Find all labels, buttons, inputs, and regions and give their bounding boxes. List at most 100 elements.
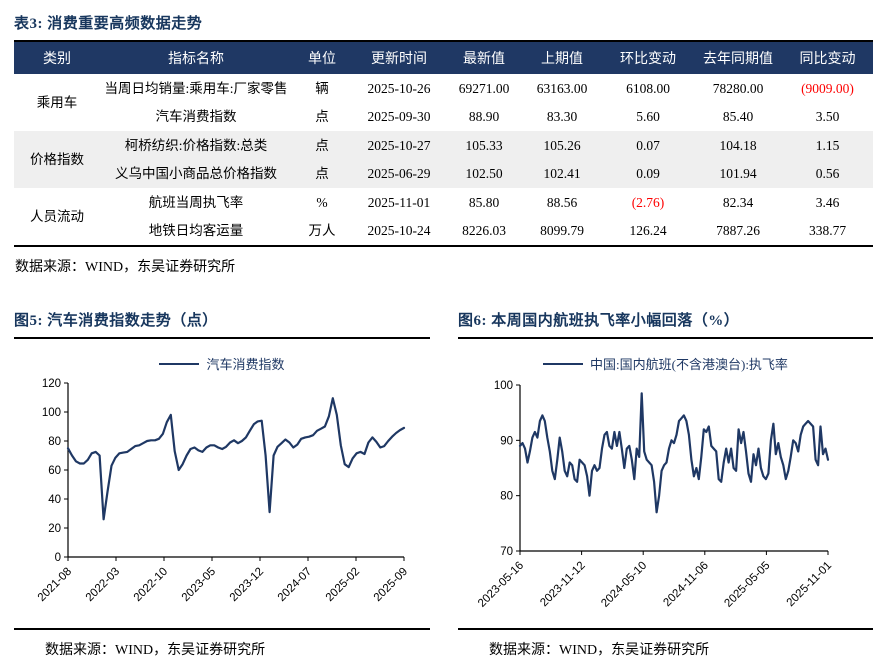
last-year-value-cell: 101.94: [694, 159, 782, 189]
column-header-last-year: 去年同期值: [694, 40, 782, 74]
svg-text:120: 120: [42, 378, 61, 390]
unit-cell: 点: [292, 131, 352, 160]
unit-cell: 万人: [308, 223, 336, 239]
svg-text:2024-11-06: 2024-11-06: [661, 560, 710, 609]
legend-line-swatch: [543, 362, 584, 365]
svg-text:20: 20: [48, 523, 61, 535]
legend-label: 汽车消费指数: [206, 357, 285, 373]
figure-6-bottom-rule: [458, 628, 873, 631]
svg-text:0: 0: [55, 552, 61, 564]
column-header-previous: 上期值: [522, 40, 602, 74]
mom-change-cell: (2.76): [631, 194, 665, 210]
svg-text:100: 100: [42, 407, 61, 419]
column-header-indicator: 指标名称: [100, 40, 292, 74]
column-header-latest: 最新值: [446, 40, 522, 74]
table-row: 义乌中国小商品总价格指数 点 2025-06-29 102.50 102.41 …: [14, 159, 873, 189]
indicator-cell: 航班当周执飞率: [148, 194, 244, 210]
svg-text:2023-05: 2023-05: [180, 566, 218, 604]
yoy-change-cell: (9009.00): [801, 80, 854, 96]
latest-value-cell: 105.33: [446, 131, 522, 160]
figure-5-legend: 汽车消费指数: [14, 354, 430, 373]
unit-cell: %: [316, 194, 328, 210]
svg-text:2024-07: 2024-07: [276, 566, 314, 604]
svg-text:70: 70: [500, 546, 513, 558]
high-frequency-data-table: 类别 指标名称 单位 更新时间 最新值 上期值 环比变动 去年同期值 同比变动 …: [14, 40, 873, 247]
mom-change-cell: 5.60: [636, 109, 660, 125]
latest-value-cell: 102.50: [446, 159, 522, 189]
figure-5-source-note: 数据来源：WIND，东吴证券研究所: [45, 643, 266, 659]
figure-6-title: 图6: 本周国内航班执飞率小幅回落（%）: [458, 309, 873, 340]
legend-line-swatch: [159, 362, 200, 365]
mom-change-cell: 0.07: [602, 131, 694, 160]
column-header-mom-change: 环比变动: [602, 40, 694, 74]
unit-cell: 辆: [315, 80, 329, 96]
table-header-row: 类别 指标名称 单位 更新时间 最新值 上期值 环比变动 去年同期值 同比变动: [14, 40, 873, 74]
figure-5-bottom-rule: [14, 628, 430, 631]
svg-text:90: 90: [500, 436, 513, 448]
date-cell: 2025-10-27: [352, 131, 446, 160]
figure-6-legend: 中国:国内航班(不含港澳台):执飞率: [458, 354, 873, 373]
table-row: 地铁日均客运量 万人 2025-10-24 8226.03 8099.79 12…: [14, 217, 873, 247]
svg-text:2025-11-01: 2025-11-01: [785, 560, 834, 609]
figure-5-title: 图5: 汽车消费指数走势（点）: [14, 309, 430, 340]
column-header-update-date: 更新时间: [352, 40, 446, 74]
previous-value-cell: 63163.00: [536, 80, 588, 96]
previous-value-cell: 83.30: [546, 109, 578, 125]
figures-row: 图5: 汽车消费指数走势（点） 汽车消费指数 0 20 40 60 80 100 120 20…: [14, 309, 873, 659]
svg-text:2025-05-05: 2025-05-05: [722, 560, 772, 610]
table-row: 乘用车 当周日均销量:乘用车:厂家零售 辆 2025-10-26 69271.0…: [14, 74, 873, 110]
yoy-change-cell: 1.15: [782, 131, 873, 160]
last-year-value-cell: 85.40: [722, 109, 754, 125]
table-row: 人员流动 航班当周执飞率 % 2025-11-01 85.80 88.56 (2…: [14, 188, 873, 224]
table-source-note: 数据来源：WIND，东吴证券研究所: [15, 260, 236, 276]
previous-value-cell: 105.26: [522, 131, 602, 160]
table-title: 表3: 消费重要高频数据走势: [14, 16, 203, 32]
last-year-value-cell: 7887.26: [716, 223, 760, 239]
category-cell: 人员流动: [30, 209, 84, 225]
mom-change-cell: 126.24: [629, 223, 667, 239]
svg-text:2024-05-10: 2024-05-10: [599, 560, 649, 610]
category-cell: 乘用车: [36, 94, 78, 110]
last-year-value-cell: 104.18: [694, 131, 782, 160]
svg-text:80: 80: [500, 491, 513, 503]
category-cell: 价格指数: [14, 131, 100, 189]
previous-value-cell: 8099.79: [540, 223, 584, 239]
yoy-change-cell: 3.50: [815, 109, 840, 125]
column-header-yoy-change: 同比变动: [782, 40, 873, 74]
mom-change-cell: 6108.00: [626, 80, 670, 96]
svg-text:80: 80: [48, 436, 61, 448]
svg-text:2023-11-12: 2023-11-12: [538, 560, 587, 609]
indicator-cell: 汽车消费指数: [155, 109, 237, 125]
figure-6-source-note: 数据来源：WIND，东吴证券研究所: [489, 643, 710, 659]
svg-text:40: 40: [48, 494, 61, 506]
latest-value-cell: 88.90: [468, 109, 500, 125]
date-cell: 2025-09-30: [367, 109, 431, 125]
unit-cell: 点: [292, 159, 352, 189]
indicator-cell: 当周日均销量:乘用车:厂家零售: [104, 80, 288, 96]
table-row: 汽车消费指数 点 2025-09-30 88.90 83.30 5.60 85.…: [14, 103, 873, 132]
svg-text:60: 60: [48, 465, 61, 477]
svg-text:2022-10: 2022-10: [132, 566, 170, 604]
svg-text:100: 100: [494, 380, 513, 392]
svg-text:2023-12: 2023-12: [228, 566, 266, 604]
figure-6-panel: 图6: 本周国内航班执飞率小幅回落（%） 中国:国内航班(不含港澳台):执飞率 …: [458, 309, 873, 659]
last-year-value-cell: 82.34: [722, 194, 754, 210]
mom-change-cell: 0.09: [602, 159, 694, 189]
svg-text:2025-09: 2025-09: [372, 566, 410, 604]
line-chart-auto-consumption-index: 0 20 40 60 80 100 120 2021-08 2022-03 2022-10 2023…: [36, 378, 410, 604]
latest-value-cell: 85.80: [468, 194, 500, 210]
latest-value-cell: 8226.03: [462, 223, 506, 239]
previous-value-cell: 102.41: [522, 159, 602, 189]
column-header-category: 类别: [14, 40, 100, 74]
legend-label: 中国:国内航班(不含港澳台):执飞率: [590, 357, 788, 373]
last-year-value-cell: 78280.00: [712, 80, 764, 96]
yoy-change-cell: 3.46: [815, 194, 840, 210]
date-cell: 2025-10-26: [367, 80, 431, 96]
indicator-cell: 地铁日均客运量: [148, 223, 244, 239]
svg-text:2025-02: 2025-02: [324, 566, 362, 604]
indicator-cell: 义乌中国小商品总价格指数: [100, 159, 292, 189]
yoy-change-cell: 0.56: [782, 159, 873, 189]
indicator-cell: 柯桥纺织:价格指数:总类: [100, 131, 292, 160]
